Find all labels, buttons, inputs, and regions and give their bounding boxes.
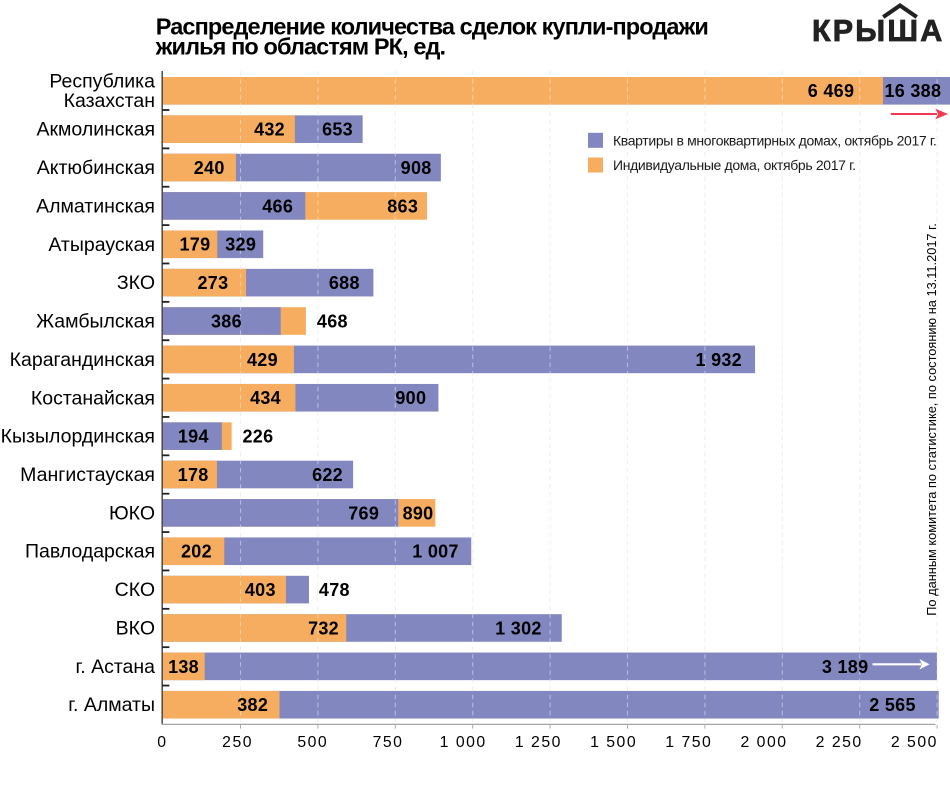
svg-text:500: 500	[297, 734, 328, 751]
svg-text:По данным комитета по статисти: По данным комитета по статистике, по сос…	[924, 223, 939, 616]
svg-text:0: 0	[157, 734, 167, 751]
svg-text:478: 478	[319, 580, 350, 600]
svg-text:890: 890	[403, 503, 434, 523]
svg-text:429: 429	[247, 350, 278, 370]
svg-text:900: 900	[395, 388, 426, 408]
svg-text:622: 622	[312, 465, 343, 485]
svg-text:Квартиры в многоквартирных дом: Квартиры в многоквартирных домах, октябр…	[613, 133, 936, 149]
svg-text:Акмолинская: Акмолинская	[36, 119, 155, 141]
svg-text:Республика: Республика	[49, 71, 155, 93]
svg-text:178: 178	[178, 465, 209, 485]
svg-text:г. Алматы: г. Алматы	[68, 694, 155, 716]
svg-text:Алматинская: Алматинская	[36, 195, 155, 217]
svg-text:2 250: 2 250	[816, 734, 863, 751]
svg-text:Кызылординская: Кызылординская	[1, 426, 155, 448]
svg-text:6 469: 6 469	[808, 81, 855, 101]
svg-text:2 500: 2 500	[891, 734, 938, 751]
svg-text:Костанайская: Костанайская	[31, 387, 155, 409]
svg-text:Павлодарская: Павлодарская	[25, 541, 155, 563]
svg-text:ВКО: ВКО	[116, 617, 155, 639]
svg-text:688: 688	[329, 273, 360, 293]
svg-text:653: 653	[322, 120, 353, 140]
svg-text:Атырауская: Атырауская	[48, 234, 155, 256]
svg-text:1 302: 1 302	[495, 618, 542, 638]
svg-text:г. Астана: г. Астана	[76, 656, 156, 678]
svg-text:1 750: 1 750	[665, 734, 712, 751]
svg-text:Жамбылская: Жамбылская	[36, 311, 155, 333]
svg-text:Казахстан: Казахстан	[64, 90, 155, 112]
svg-text:403: 403	[245, 580, 276, 600]
svg-text:466: 466	[262, 196, 293, 216]
svg-text:194: 194	[178, 427, 209, 447]
svg-text:КРЫША: КРЫША	[812, 14, 945, 48]
svg-text:732: 732	[308, 618, 339, 638]
svg-text:1 932: 1 932	[695, 350, 742, 370]
svg-text:329: 329	[225, 235, 256, 255]
svg-text:863: 863	[387, 196, 418, 216]
svg-text:468: 468	[317, 311, 348, 331]
svg-text:2 565: 2 565	[869, 695, 916, 715]
svg-text:ЮКО: ЮКО	[109, 502, 155, 524]
svg-text:382: 382	[237, 695, 268, 715]
svg-text:138: 138	[168, 657, 199, 677]
svg-text:434: 434	[250, 388, 281, 408]
svg-text:250: 250	[222, 734, 253, 751]
svg-text:3 189: 3 189	[822, 657, 869, 677]
svg-text:273: 273	[197, 273, 228, 293]
svg-text:1 000: 1 000	[440, 734, 487, 751]
svg-text:Распределение количества сдело: Распределение количества сделок купли-пр…	[156, 13, 708, 39]
svg-text:1 250: 1 250	[515, 734, 562, 751]
svg-text:жилья по областям РК, ед.: жилья по областям РК, ед.	[155, 33, 445, 59]
svg-text:2 000: 2 000	[740, 734, 787, 751]
svg-text:226: 226	[243, 427, 274, 447]
svg-text:Мангистауская: Мангистауская	[20, 464, 155, 486]
svg-text:202: 202	[181, 542, 212, 562]
svg-text:432: 432	[254, 120, 285, 140]
svg-text:ЗКО: ЗКО	[117, 272, 155, 294]
svg-text:СКО: СКО	[115, 579, 155, 601]
svg-text:179: 179	[179, 235, 210, 255]
svg-text:240: 240	[194, 158, 225, 178]
svg-text:1 007: 1 007	[412, 542, 459, 562]
svg-text:386: 386	[211, 311, 242, 331]
svg-text:769: 769	[348, 503, 379, 523]
svg-text:Индивидуальные дома, октябрь 2: Индивидуальные дома, октябрь 2017 г.	[613, 157, 856, 173]
svg-text:1 500: 1 500	[590, 734, 637, 751]
svg-text:908: 908	[401, 158, 432, 178]
svg-text:Карагандинская: Карагандинская	[10, 349, 155, 371]
svg-text:750: 750	[373, 734, 404, 751]
svg-text:16 388: 16 388	[884, 81, 941, 101]
svg-text:Актюбинская: Актюбинская	[37, 157, 155, 179]
